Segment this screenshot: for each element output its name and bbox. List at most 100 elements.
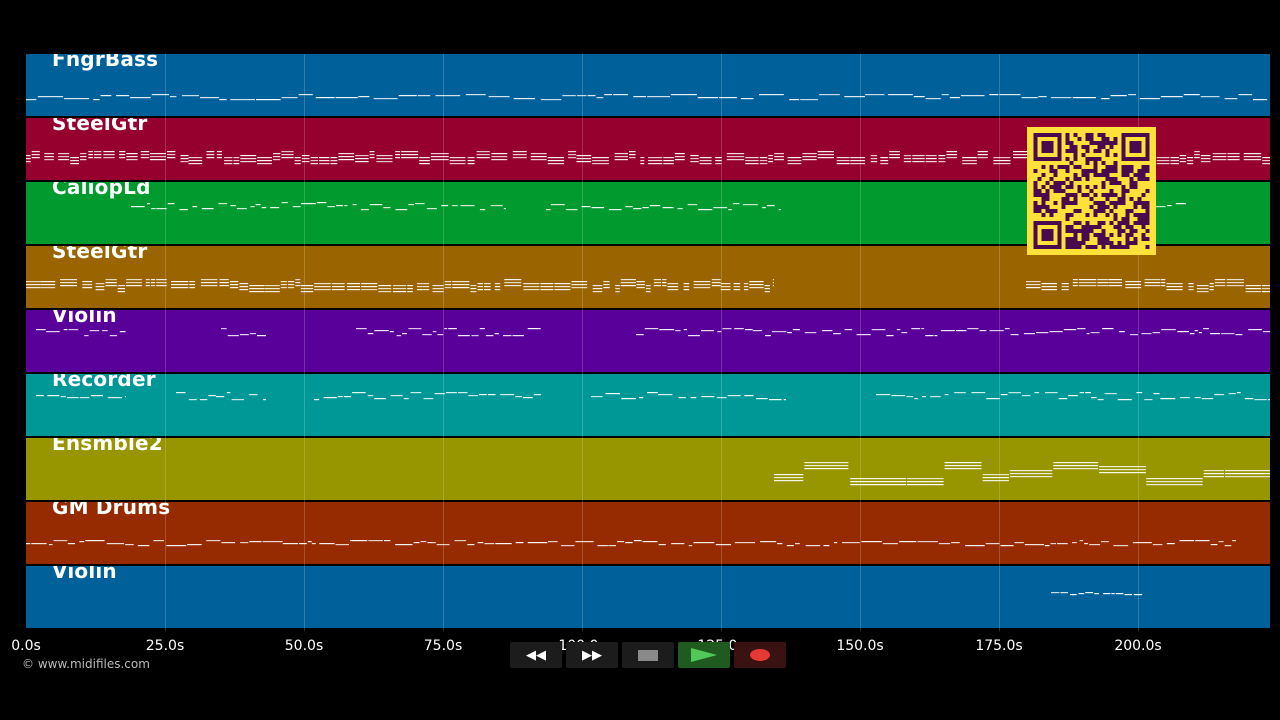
note bbox=[1261, 288, 1270, 290]
note bbox=[1086, 333, 1090, 335]
note bbox=[1179, 158, 1187, 160]
note bbox=[48, 544, 53, 546]
note bbox=[491, 153, 508, 155]
note bbox=[720, 283, 731, 285]
note bbox=[698, 209, 713, 211]
note bbox=[316, 202, 327, 204]
note bbox=[338, 153, 355, 155]
note bbox=[762, 207, 766, 209]
note bbox=[216, 396, 225, 398]
note bbox=[330, 163, 338, 165]
note bbox=[1194, 330, 1198, 332]
note bbox=[1187, 160, 1194, 162]
note bbox=[1102, 593, 1111, 595]
note bbox=[1225, 473, 1270, 475]
note bbox=[58, 159, 70, 161]
note bbox=[419, 163, 430, 165]
track-name: SteelGtr bbox=[52, 246, 148, 263]
note bbox=[912, 158, 925, 160]
note bbox=[1161, 279, 1166, 281]
play-button[interactable] bbox=[678, 642, 730, 668]
note bbox=[1170, 163, 1179, 165]
note bbox=[901, 332, 908, 334]
note bbox=[1170, 157, 1179, 159]
note bbox=[40, 284, 56, 286]
note bbox=[1078, 279, 1097, 281]
note bbox=[90, 395, 103, 397]
note bbox=[603, 287, 610, 289]
note bbox=[137, 545, 150, 547]
rewind-icon: ◀◀ bbox=[526, 647, 546, 663]
note bbox=[647, 96, 670, 98]
note bbox=[1254, 399, 1267, 401]
note bbox=[119, 331, 126, 333]
note bbox=[116, 95, 130, 97]
note bbox=[772, 279, 774, 281]
note bbox=[368, 540, 383, 542]
note bbox=[663, 163, 674, 165]
note bbox=[674, 153, 685, 155]
note bbox=[667, 283, 679, 285]
note bbox=[1156, 157, 1170, 159]
note bbox=[487, 394, 496, 396]
note bbox=[805, 545, 821, 547]
stop-button[interactable] bbox=[622, 642, 674, 668]
note bbox=[1196, 285, 1209, 287]
note bbox=[603, 284, 610, 286]
note bbox=[621, 398, 636, 400]
note bbox=[1125, 284, 1142, 286]
note bbox=[512, 335, 524, 337]
note bbox=[880, 157, 889, 159]
note bbox=[1226, 279, 1244, 281]
record-button[interactable] bbox=[734, 642, 786, 668]
note bbox=[239, 334, 249, 336]
note bbox=[844, 96, 865, 98]
note bbox=[1226, 285, 1244, 287]
note bbox=[550, 204, 565, 206]
note bbox=[477, 289, 484, 291]
note bbox=[319, 163, 330, 165]
note bbox=[653, 282, 662, 284]
note bbox=[1153, 393, 1160, 395]
note bbox=[1227, 159, 1240, 161]
note bbox=[907, 478, 944, 480]
note bbox=[338, 156, 355, 158]
note bbox=[449, 157, 466, 159]
note bbox=[131, 206, 145, 208]
note bbox=[1167, 205, 1172, 207]
note bbox=[367, 333, 374, 335]
note bbox=[1146, 478, 1203, 480]
note bbox=[124, 396, 126, 398]
note bbox=[1061, 289, 1069, 291]
note bbox=[1267, 399, 1270, 401]
note bbox=[800, 99, 819, 101]
note bbox=[663, 157, 674, 159]
note bbox=[63, 329, 68, 331]
note bbox=[614, 159, 628, 161]
note bbox=[693, 542, 715, 544]
note bbox=[912, 155, 925, 157]
note bbox=[189, 287, 196, 289]
note bbox=[719, 97, 737, 99]
rewind-button[interactable]: ◀◀ bbox=[510, 642, 562, 668]
note bbox=[1000, 394, 1008, 396]
note bbox=[716, 397, 727, 399]
note bbox=[146, 203, 151, 205]
note bbox=[331, 289, 345, 291]
note bbox=[60, 282, 77, 284]
note bbox=[452, 205, 458, 207]
note bbox=[224, 157, 233, 159]
note bbox=[792, 329, 800, 331]
note bbox=[422, 286, 430, 288]
note bbox=[690, 155, 699, 157]
note bbox=[300, 288, 314, 290]
note bbox=[180, 158, 189, 160]
note bbox=[376, 158, 393, 160]
note bbox=[36, 329, 46, 331]
note bbox=[233, 160, 240, 162]
note bbox=[662, 279, 667, 281]
fast-forward-button[interactable]: ▶▶ bbox=[566, 642, 618, 668]
note bbox=[1049, 331, 1063, 333]
note bbox=[413, 542, 420, 544]
note bbox=[229, 281, 239, 283]
